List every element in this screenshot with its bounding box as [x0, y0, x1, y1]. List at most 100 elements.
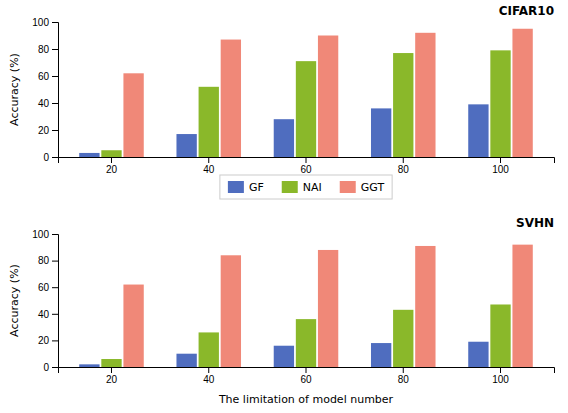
tick-mark [52, 130, 58, 131]
x-tick: 80 [398, 367, 410, 385]
bar [101, 359, 121, 367]
panel: 20406080100020406080100SVHNAccuracy (%)T… [8, 216, 555, 406]
x-tick: 20 [106, 157, 118, 175]
x-tick-label: 20 [106, 164, 118, 175]
bar [371, 108, 391, 157]
bar [199, 332, 219, 367]
y-axis: 020406080100 [32, 229, 58, 373]
legend-item: NAI [282, 181, 322, 194]
x-axis-title: The limitation of model number [218, 393, 394, 406]
x-tick: 40 [203, 367, 215, 385]
x-tick-label: 80 [398, 164, 410, 175]
bars [79, 245, 533, 367]
tick-mark [403, 367, 404, 373]
bar [393, 310, 413, 367]
bar [371, 343, 391, 367]
bar [296, 61, 316, 157]
y-tick: 60 [38, 71, 58, 82]
tick-mark [52, 234, 58, 235]
y-tick: 0 [43, 152, 58, 163]
bar [274, 119, 294, 157]
x-tick-label: 60 [300, 374, 312, 385]
bar [415, 33, 435, 157]
bar [512, 245, 532, 367]
tick-mark [500, 157, 501, 163]
bar [490, 50, 510, 157]
tick-mark [52, 340, 58, 341]
bar [468, 342, 488, 367]
y-tick-label: 60 [38, 71, 50, 82]
y-tick: 40 [38, 309, 58, 320]
bar [79, 364, 99, 367]
legend-label: GF [249, 181, 264, 194]
tick-mark [52, 76, 58, 77]
y-tick-label: 40 [38, 98, 50, 109]
y-axis-title: Accuracy (%) [8, 264, 21, 337]
legend-frame [220, 175, 392, 199]
bar [123, 73, 143, 157]
bar [415, 246, 435, 367]
y-tick: 20 [38, 335, 58, 346]
y-tick: 80 [38, 44, 58, 55]
y-tick: 100 [32, 229, 58, 240]
y-tick-label: 20 [38, 335, 50, 346]
legend-label: GGT [361, 181, 385, 194]
y-tick: 20 [38, 125, 58, 136]
bar [176, 134, 196, 157]
bar [221, 40, 241, 157]
x-tick-label: 80 [398, 374, 410, 385]
bar [176, 354, 196, 367]
legend-item: GF [228, 181, 264, 194]
x-tick: 100 [492, 157, 509, 175]
y-tick-label: 40 [38, 309, 50, 320]
bar [468, 104, 488, 157]
y-tick-label: 60 [38, 282, 50, 293]
y-tick-label: 20 [38, 125, 50, 136]
x-tick-label: 100 [492, 164, 509, 175]
axis-line [52, 23, 59, 158]
tick-mark [52, 287, 58, 288]
tick-mark [52, 314, 58, 315]
x-tick-label: 40 [203, 164, 215, 175]
bar-series [101, 304, 510, 367]
bar-series [123, 29, 532, 157]
bar [512, 29, 532, 157]
bar [490, 304, 510, 367]
panel: 20406080100020406080100CIFAR10Accuracy (… [8, 4, 555, 175]
x-tick-label: 100 [492, 374, 509, 385]
x-tick: 20 [106, 367, 118, 385]
y-tick: 60 [38, 282, 58, 293]
bar [199, 87, 219, 157]
bar [123, 285, 143, 367]
tick-mark [52, 103, 58, 104]
tick-mark [306, 367, 307, 373]
x-tick-label: 20 [106, 374, 118, 385]
y-axis: 0 20 40 60 80 100 [32, 17, 58, 163]
legend-swatch [228, 181, 244, 193]
legend: GF NAI GGT [220, 175, 392, 199]
title: CIFAR10 [499, 4, 554, 18]
tick-mark [111, 157, 112, 163]
bar-series [123, 245, 532, 367]
tick-mark [111, 367, 112, 373]
x-tick: 100 [492, 367, 509, 385]
tick-mark [52, 157, 58, 158]
y-tick: 0 [43, 362, 58, 373]
axis-line [52, 235, 59, 368]
tick-mark [208, 367, 209, 373]
tick-mark [52, 261, 58, 262]
x-tick: 60 [300, 157, 312, 175]
legend-item: GGT [340, 181, 385, 194]
bar [296, 319, 316, 367]
tick-mark [403, 157, 404, 163]
x-tick: 60 [300, 367, 312, 385]
y-tick-label: 0 [43, 152, 49, 163]
figure: 20 40 60 80 100 0 20 40 60 80 100 CIFAR10 Accuracy (… [0, 0, 568, 413]
tick-mark [52, 22, 58, 23]
tick-mark [52, 49, 58, 50]
y-tick-label: 100 [32, 17, 49, 28]
bar [318, 36, 338, 158]
bar [221, 255, 241, 367]
x-tick-label: 60 [300, 164, 312, 175]
bars [79, 29, 533, 157]
